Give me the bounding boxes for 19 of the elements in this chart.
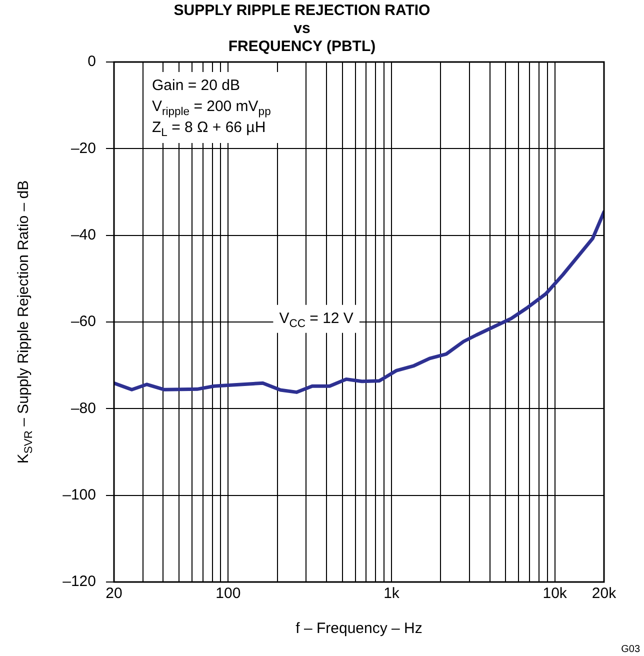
- x-tick-label: 20: [106, 585, 122, 602]
- y-tick-label: 0: [88, 53, 96, 70]
- x-tick-label: 10k: [542, 585, 568, 602]
- y-tick-label: –20: [70, 140, 96, 157]
- text: G03: [621, 644, 640, 655]
- annotation: Gain = 20 dB: [152, 77, 240, 94]
- y-axis-title: KSVR – Supply Ripple Rejection Ratio – dB: [15, 180, 36, 464]
- x-axis-title: f – Frequency – Hz: [296, 620, 422, 638]
- x-tick-label: 100: [216, 585, 241, 602]
- x-tick-label: 20k: [592, 585, 617, 602]
- y-tick-label: –100: [62, 486, 96, 504]
- y-tick-label: –40: [70, 226, 96, 244]
- y-tick-label: –120: [62, 573, 96, 590]
- text: SUPPLY RIPPLE REJECTION RATIO: [174, 2, 430, 20]
- x-tick-label: 1k: [384, 585, 400, 602]
- y-tick-label: –60: [70, 313, 96, 330]
- y-tick-label: –80: [70, 400, 96, 417]
- text: vs: [294, 20, 310, 38]
- text: FREQUENCY (PBTL): [228, 38, 376, 56]
